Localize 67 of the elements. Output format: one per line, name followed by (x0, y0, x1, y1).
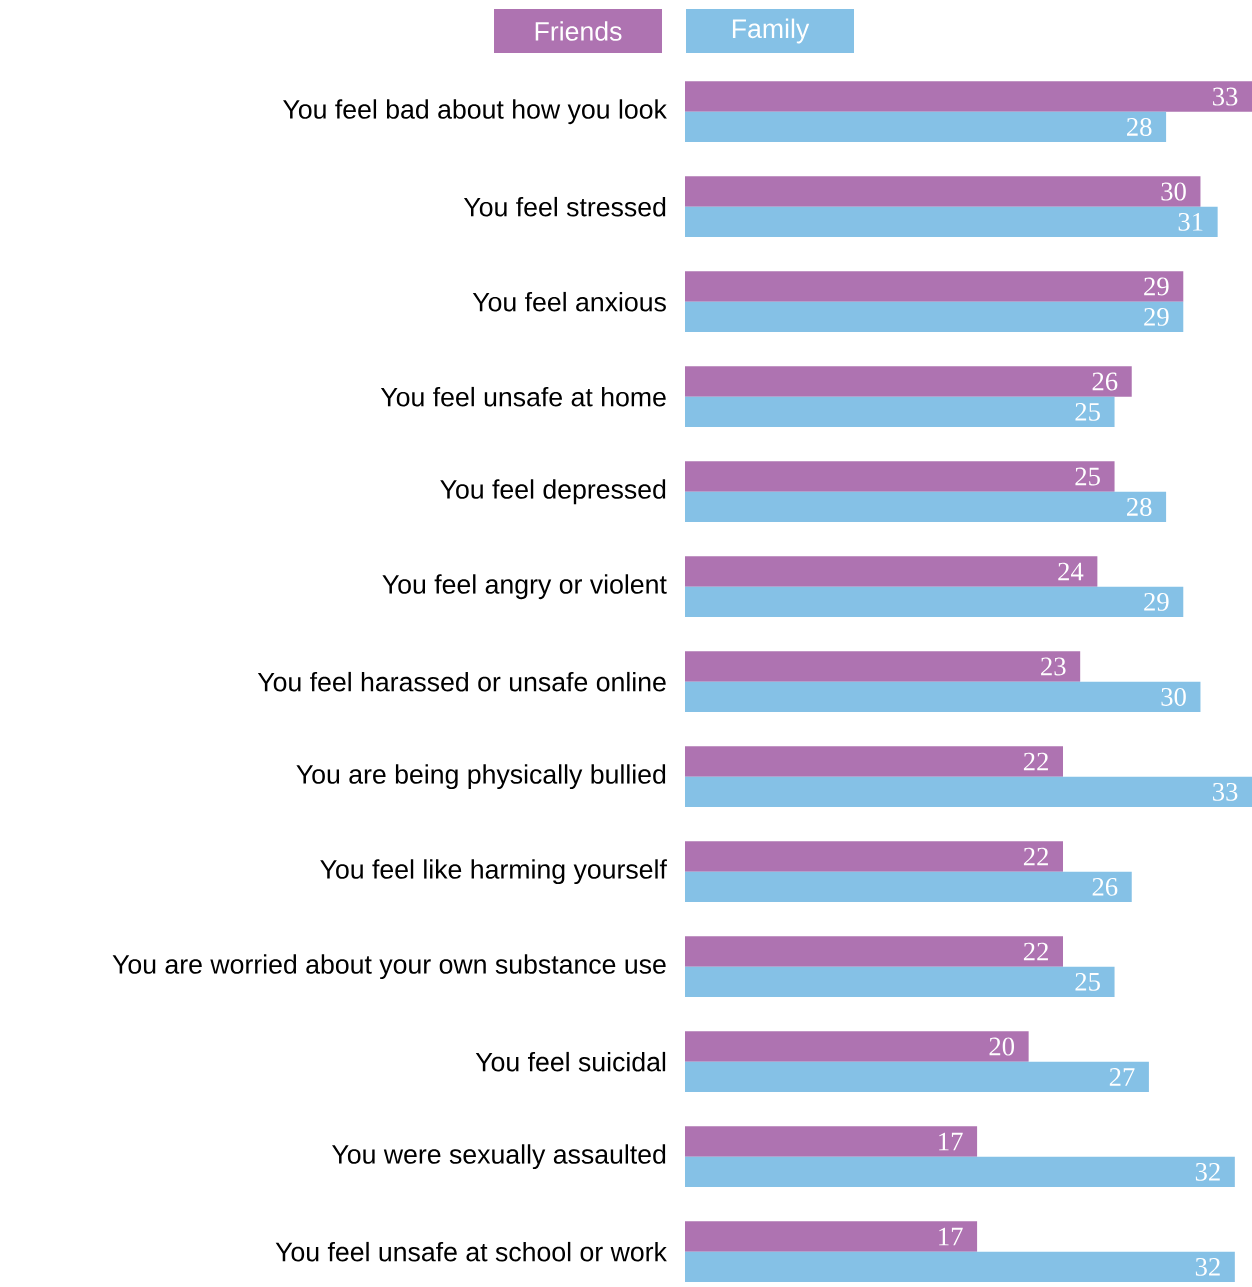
bar (685, 966, 1115, 998)
bar (685, 176, 1201, 207)
y-tick-label: You feel anxious (472, 291, 666, 312)
data-label: 26 (1092, 877, 1118, 896)
data-label: 23 (1041, 657, 1066, 676)
y-tick-label: You are being physically bullied (296, 764, 666, 790)
bar (685, 1156, 1235, 1188)
y-tick-label: You feel bad about how you look (283, 99, 667, 125)
data-label: 22 (1023, 942, 1048, 961)
bar (685, 271, 1184, 302)
y-tick-label: You feel harassed or unsafe online (257, 671, 666, 692)
bar (685, 746, 1063, 777)
y-tick-label: You are worried about your own substance use (112, 954, 666, 980)
data-label: 29 (1144, 307, 1169, 326)
bar (685, 461, 1115, 492)
bar (685, 206, 1218, 238)
data-label: 22 (1023, 847, 1048, 866)
bar (685, 776, 1252, 808)
bar (685, 1061, 1149, 1093)
bar (685, 651, 1081, 682)
bar (685, 111, 1167, 143)
data-label: 31 (1178, 212, 1203, 231)
bar (685, 81, 1252, 112)
data-label: 29 (1144, 592, 1169, 611)
y-tick-label: You feel unsafe at school or work (275, 1241, 667, 1262)
data-label: 20 (989, 1037, 1015, 1056)
bar (685, 1031, 1029, 1062)
data-label: 33 (1213, 87, 1238, 106)
data-label: 29 (1144, 277, 1169, 296)
data-label: 25 (1075, 467, 1100, 486)
data-label: 22 (1023, 752, 1048, 771)
text: Family (732, 18, 810, 44)
y-tick-label: You feel stressed (463, 196, 666, 217)
y-tick-label: You feel suicidal (475, 1051, 666, 1072)
bar (685, 1126, 978, 1157)
data-label: 28 (1127, 117, 1152, 136)
y-tick-label: You feel unsafe at home (380, 386, 666, 407)
data-label: 28 (1127, 497, 1152, 516)
bar (685, 1251, 1235, 1283)
data-label: 24 (1058, 562, 1084, 581)
bar (685, 491, 1167, 523)
bar (685, 681, 1201, 713)
bar (685, 366, 1132, 397)
text: Friends (535, 21, 622, 41)
data-label: 17 (939, 1227, 963, 1246)
data-label: 26 (1092, 372, 1118, 391)
data-label: 25 (1075, 972, 1100, 991)
y-tick-label: You feel depressed (440, 479, 666, 505)
bar (685, 301, 1184, 333)
data-label: 27 (1109, 1068, 1135, 1086)
data-label: 17 (939, 1132, 963, 1151)
bar (685, 586, 1184, 618)
y-tick-label: You feel angry or violent (382, 574, 667, 600)
data-label: 32 (1195, 1257, 1220, 1276)
data-label: 30 (1161, 182, 1186, 201)
data-label: 33 (1213, 782, 1238, 801)
bar (685, 841, 1063, 872)
y-tick-label: You feel like harming yourself (320, 859, 667, 885)
bar (685, 556, 1098, 587)
data-label: 32 (1195, 1162, 1220, 1181)
bar (685, 936, 1063, 967)
data-label: 30 (1161, 687, 1186, 706)
bar (685, 396, 1115, 428)
data-label: 25 (1075, 402, 1100, 421)
bar (685, 1221, 978, 1252)
y-tick-label: You were sexually assaulted (332, 1144, 666, 1170)
bar (685, 871, 1132, 903)
